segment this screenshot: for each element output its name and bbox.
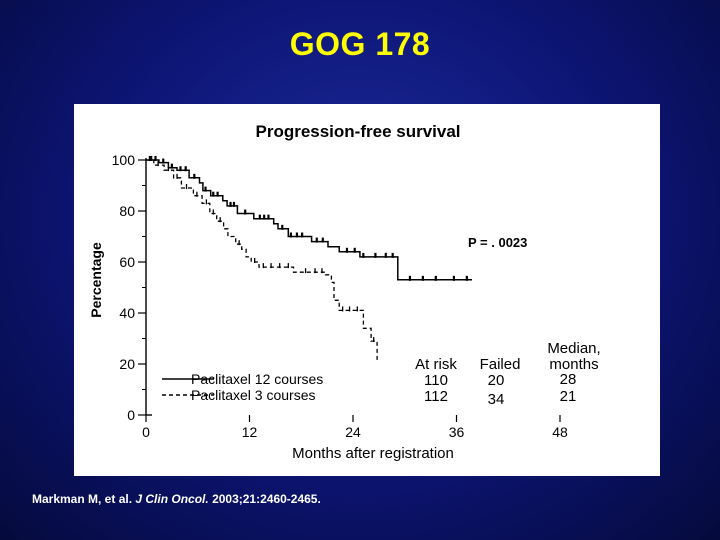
risk-at-risk-value: 110 <box>424 372 448 389</box>
x-tick-label: 0 <box>142 424 150 440</box>
x-tick-label: 24 <box>345 424 361 440</box>
legend-label: Paclitaxel 3 courses <box>191 387 316 403</box>
citation-authors: Markman M, et al. <box>32 492 133 506</box>
y-tick-label: 20 <box>119 356 135 372</box>
legend-label: Paclitaxel 12 courses <box>191 371 323 387</box>
chart-panel: Progression-free survival Percentage Mon… <box>74 104 660 476</box>
survival-curve-1 <box>146 159 472 281</box>
risk-header-months: months <box>549 356 598 373</box>
risk-header-at-risk: At risk <box>415 356 457 373</box>
y-axis-label: Percentage <box>88 242 104 318</box>
chart-title: Progression-free survival <box>255 122 460 141</box>
risk-failed-value: 34 <box>488 391 505 408</box>
p-value-label: P = . 0023 <box>468 235 527 250</box>
x-tick-label: 48 <box>552 424 568 440</box>
x-tick-label: 36 <box>449 424 465 440</box>
risk-failed-value: 20 <box>488 372 505 389</box>
y-tick-label: 60 <box>119 254 135 270</box>
citation: Markman M, et al. J Clin Oncol. 2003;21:… <box>32 492 321 506</box>
y-tick-label: 80 <box>119 203 135 219</box>
risk-header-failed: Failed <box>480 356 521 373</box>
survival-curves <box>146 156 472 362</box>
slide-title: GOG 178 <box>289 26 431 62</box>
risk-median-value: 28 <box>560 371 577 388</box>
x-tick-label: 12 <box>242 424 258 440</box>
y-tick-label: 40 <box>119 305 135 321</box>
citation-rest: 2003;21:2460-2465. <box>212 492 321 506</box>
y-tick-label: 100 <box>112 152 136 168</box>
risk-header-median: Median, <box>547 340 600 357</box>
y-tick-label: 0 <box>127 407 135 423</box>
x-axis-label: Months after registration <box>292 445 454 462</box>
risk-median-value: 21 <box>560 388 577 405</box>
risk-table: At risk Failed Median,months 110 20 28 112 34 21 <box>415 340 601 408</box>
axes: 0 20 40 60 80 100 0 12 24 36 48 <box>112 152 568 440</box>
citation-journal: J Clin Oncol. <box>135 492 209 506</box>
risk-at-risk-value: 112 <box>424 388 448 405</box>
km-chart: Progression-free survival Percentage Mon… <box>88 122 601 462</box>
survival-curve-2 <box>146 159 378 362</box>
